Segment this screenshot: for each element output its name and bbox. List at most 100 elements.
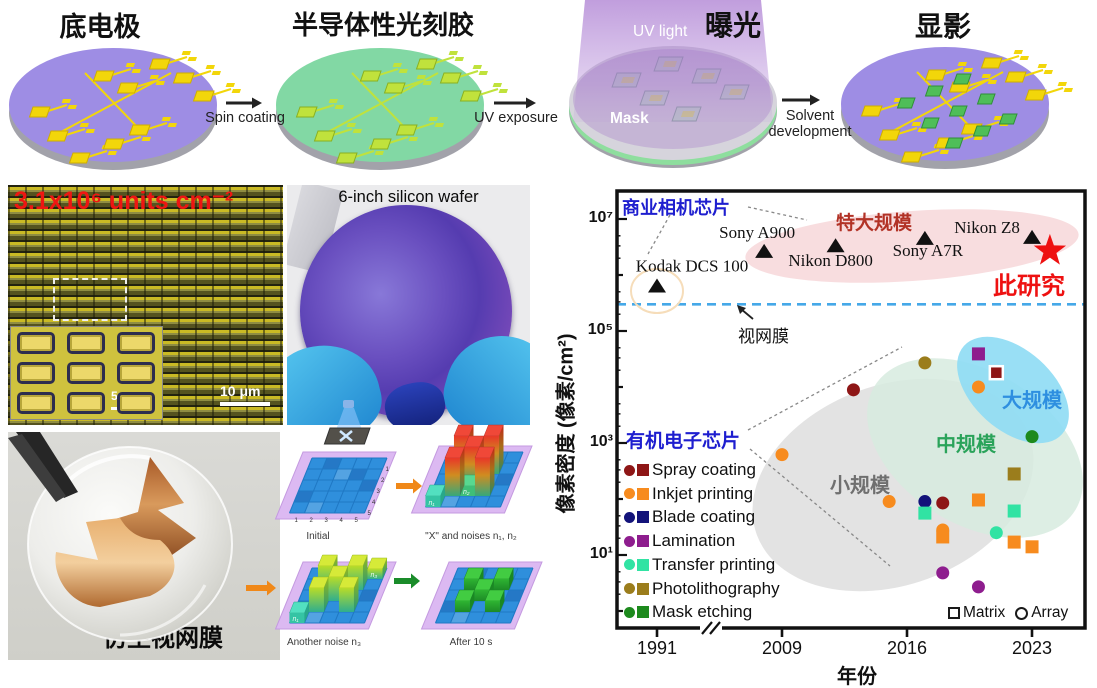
mask-label: Mask — [610, 110, 649, 127]
legend-label: Spray coating — [652, 460, 756, 479]
organic-point — [989, 526, 1003, 540]
organic-point — [1025, 540, 1039, 554]
inset-device — [117, 362, 155, 384]
svg-text:5: 5 — [354, 518, 358, 524]
x-tick-label: 2009 — [761, 638, 803, 658]
legend-square-icon — [637, 582, 649, 595]
y-tick-label: 10⁷ — [588, 209, 613, 226]
camera-point-name: Sony A900 — [719, 223, 795, 242]
legend-label: Photolithography — [652, 578, 780, 598]
electrode-pad — [28, 106, 51, 118]
this-work-star — [1033, 233, 1067, 265]
inset-device — [67, 362, 105, 384]
svg-text:1: 1 — [385, 467, 389, 473]
sim-mat — [274, 451, 397, 520]
electrode-pad — [46, 130, 69, 142]
svg-text:3: 3 — [324, 518, 328, 524]
sim-mat — [420, 561, 543, 630]
sim-caption-x-noises: "X" and noises n₁, n₂ — [425, 531, 517, 542]
organic-point — [936, 496, 950, 510]
step-label-development: 显影 — [914, 11, 971, 42]
organic-point — [936, 523, 950, 537]
legend-label: Transfer printing — [652, 554, 776, 574]
resist-square — [944, 137, 964, 149]
electrode-pad — [1004, 71, 1027, 83]
organic-point — [971, 580, 985, 594]
legend-square-icon — [637, 487, 649, 500]
electrode-pad — [395, 124, 418, 136]
svg-text:4: 4 — [372, 500, 376, 506]
resist-square — [972, 125, 992, 137]
y-tick-label: 10⁵ — [587, 321, 613, 338]
inset-device — [117, 332, 155, 354]
camera-point — [826, 238, 845, 253]
wafer-photo-panel: 6-inch silicon wafer — [287, 185, 530, 425]
legend-circle-icon — [624, 606, 635, 618]
resist-square — [948, 105, 968, 117]
matrix-marker-icon — [948, 607, 960, 619]
process-wafer-developed — [841, 47, 1049, 169]
electrode-pad — [192, 90, 215, 102]
camera-point — [755, 243, 774, 258]
resist-square — [924, 85, 944, 97]
organic-point — [775, 448, 789, 462]
legend-square-icon — [637, 558, 649, 571]
legend-square-icon — [637, 511, 649, 524]
region-label-ultra-large: 特大规模 — [836, 213, 913, 234]
x-tick-label: 2016 — [886, 638, 928, 658]
electrode-pad — [359, 70, 382, 82]
organic-point — [936, 530, 950, 544]
svg-text:5: 5 — [367, 511, 371, 517]
inset-device — [117, 392, 155, 414]
process-wafer-exposure — [569, 46, 777, 168]
electrode-pad — [68, 152, 91, 164]
mask-square — [719, 84, 750, 100]
electrode-pad — [439, 72, 462, 84]
camera-point-name: Nikon Z8 — [954, 218, 1020, 237]
organic-point — [1007, 504, 1021, 518]
legend-item: Transfer printing — [624, 554, 775, 576]
legend-circle-icon — [624, 511, 635, 523]
svg-text:4: 4 — [339, 518, 343, 524]
electrode-pad — [878, 129, 901, 141]
legend-circle-icon — [624, 535, 635, 547]
svg-text:2: 2 — [309, 518, 313, 524]
svg-text:3: 3 — [376, 489, 380, 495]
sim-caption-after-10s: After 10 s — [449, 637, 493, 648]
svg-text:n₂: n₂ — [463, 489, 470, 496]
legend-square-icon — [637, 464, 649, 476]
legend-label: Blade coating — [652, 507, 756, 527]
electrode-pad — [148, 58, 171, 70]
legend-item: Mask etching — [624, 601, 752, 623]
camera-point — [915, 230, 934, 245]
electrode-pad — [313, 130, 336, 142]
mask-square — [653, 56, 684, 72]
legend-item: Inkjet printing — [624, 483, 753, 505]
sim-mat — [274, 561, 397, 630]
sim-mat — [410, 445, 533, 514]
camera-section-label: 商业相机芯片 — [622, 198, 730, 218]
organic-point — [846, 383, 860, 397]
electrode-pad — [934, 137, 957, 149]
this-work-label: 此研究 — [993, 273, 1065, 300]
electrode-pad — [860, 105, 883, 117]
electrode-pad — [172, 72, 195, 84]
svg-text:n₁: n₁ — [292, 616, 299, 623]
mask-square — [671, 106, 702, 122]
electrode-pad — [102, 138, 125, 150]
organic-point — [971, 380, 985, 394]
micrograph-inset: 5 μm — [10, 326, 163, 420]
region-label-large: 大规模 — [1002, 390, 1062, 412]
flow-arrow — [396, 478, 422, 494]
legend-item: Photolithography — [624, 578, 780, 600]
resist-square — [952, 73, 972, 85]
region-label-medium: 中规模 — [936, 434, 996, 456]
organic-point — [988, 364, 1005, 381]
organic-point — [971, 347, 985, 361]
process-wafer-electrodes — [9, 48, 217, 170]
svg-text:1: 1 — [294, 518, 298, 524]
retina-photo-panel: 仿生视网膜 — [8, 432, 280, 660]
arrow-label-solvent-development: Solvent development — [768, 108, 852, 141]
electrode-pad — [116, 82, 139, 94]
